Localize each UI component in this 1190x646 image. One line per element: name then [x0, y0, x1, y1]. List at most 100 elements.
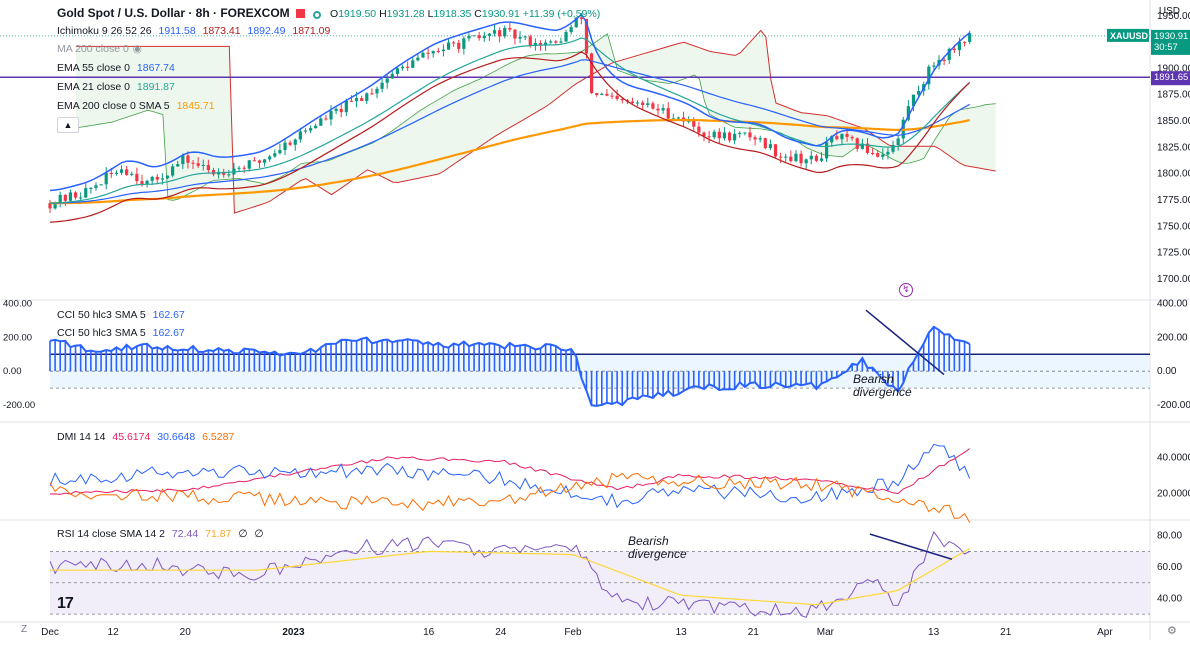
rsi-tick-label: 60.00 — [1157, 562, 1182, 573]
symbol-title[interactable]: Gold Spot / U.S. Dollar · 8h · FOREXCOM — [57, 6, 290, 20]
gear-icon[interactable]: ⚙ — [1167, 625, 1177, 637]
candle-body — [380, 82, 384, 89]
candle-body — [165, 175, 170, 179]
candle-body — [635, 102, 640, 104]
legend-ichimoku[interactable]: Ichimoku 9 26 52 26 1911.58 1873.41 1892… — [57, 25, 334, 38]
open-label: O — [330, 8, 339, 20]
candle-body — [589, 53, 594, 94]
rsi-divergence-line1: Bearish — [628, 534, 669, 548]
candle-body — [370, 93, 374, 95]
ichimoku-span-b — [76, 29, 996, 214]
cci-divergence-line — [865, 309, 945, 376]
candle-body — [441, 49, 446, 52]
candle-body — [549, 41, 553, 43]
ema55-line — [49, 59, 970, 204]
candle-body — [559, 41, 563, 43]
candle-body — [339, 108, 343, 113]
candle-body — [727, 132, 732, 141]
candle-body — [876, 153, 880, 157]
candle-body — [891, 144, 895, 152]
time-tick-label: 20 — [180, 627, 192, 638]
candle-body — [125, 169, 129, 175]
legend-cci-2[interactable]: CCI 50 hlc3 SMA 5 162.67 — [57, 327, 189, 340]
candle-body — [968, 33, 972, 42]
candle-body — [344, 100, 348, 113]
candle-body — [385, 78, 389, 83]
candle-body — [140, 181, 144, 185]
candle-body — [763, 138, 767, 149]
legend-cci-1-value: 162.67 — [152, 309, 185, 321]
candle-body — [743, 132, 747, 134]
candle-body — [421, 52, 425, 58]
candle-body — [201, 164, 205, 166]
cci-tick-label: 200.00 — [1157, 332, 1188, 343]
candle-body — [457, 42, 461, 49]
currency-selector[interactable]: USD — [1158, 6, 1180, 17]
price-tick-label: 1775.00 — [1157, 195, 1190, 206]
candle-body — [825, 142, 829, 159]
candle-body — [462, 38, 466, 49]
legend-ema200[interactable]: EMA 200 close 0 SMA 5 1845.71 — [57, 100, 219, 113]
candle-body — [79, 197, 83, 199]
cci-left-tick-label: -200.00 — [3, 400, 35, 411]
rsi-divergence-line — [869, 533, 953, 560]
candle-body — [247, 160, 251, 169]
legend-rsi-v4: ∅ — [254, 528, 264, 540]
legend-dmi[interactable]: DMI 14 14 45.6174 30.6648 6.5287 — [57, 431, 238, 444]
candle-body — [840, 133, 844, 140]
candle-body — [814, 155, 818, 161]
price-tick-label: 1825.00 — [1157, 142, 1190, 153]
dmi-tick-label: 40.0000 — [1157, 453, 1190, 464]
lightning-icon[interactable]: ↯ — [899, 283, 913, 297]
flag-icon[interactable] — [295, 9, 305, 18]
candle-body — [176, 164, 180, 167]
candle-body — [48, 203, 52, 209]
candle-body — [155, 176, 159, 180]
hline-price-badge-bg — [1151, 71, 1190, 86]
candle-body — [452, 42, 456, 44]
candle-body — [860, 143, 864, 149]
price-tick-label: 1900.00 — [1157, 63, 1190, 74]
legend-cci-2-value: 162.67 — [152, 327, 185, 339]
candle-body — [237, 167, 241, 169]
eye-hidden-icon[interactable]: ◉ — [132, 43, 142, 55]
candle-body — [477, 35, 481, 39]
legend-ema21[interactable]: EMA 21 close 0 1891.87 — [57, 81, 179, 94]
candle-body — [819, 158, 824, 161]
candle-body — [436, 50, 440, 52]
candle-body — [738, 132, 742, 134]
candle-body — [242, 167, 246, 169]
candle-body — [758, 138, 762, 140]
cci-divergence-line2: divergence — [853, 385, 912, 399]
legend-ichimoku-v1: 1911.58 — [158, 25, 196, 37]
candle-body — [942, 59, 946, 61]
legend-ema21-name: EMA 21 close 0 — [57, 81, 130, 93]
legend-ma200[interactable]: MA 200 close 0 ◉ — [57, 43, 146, 56]
candle-body — [503, 28, 507, 37]
candle-body — [513, 29, 517, 39]
candle-body — [492, 30, 497, 34]
time-tick-label: 2023 — [282, 627, 305, 638]
time-tick-label: 13 — [928, 627, 940, 638]
collapse-legend-button[interactable]: ▲ — [57, 117, 79, 133]
cci-tick-label: -200.00 — [1157, 400, 1190, 411]
candle-body — [472, 35, 476, 37]
candle-body — [278, 150, 282, 154]
legend-ichimoku-v4: 1871.09 — [292, 25, 331, 37]
candle-body — [584, 18, 589, 54]
legend-rsi[interactable]: RSI 14 close SMA 14 2 72.44 71.87 ∅ ∅ — [57, 528, 268, 541]
candle-body — [130, 173, 134, 175]
candle-body — [416, 57, 420, 61]
hline-price-badge: 1891.65 — [1154, 72, 1188, 83]
timezone-button[interactable]: Z — [21, 624, 28, 635]
legend-cci-1[interactable]: CCI 50 hlc3 SMA 5 162.67 — [57, 309, 189, 322]
candle-body — [68, 192, 73, 201]
candle-body — [712, 131, 716, 138]
candle-body — [952, 48, 956, 51]
candle-body — [886, 151, 890, 155]
candle-body — [911, 94, 916, 107]
cci-tick-label: 400.00 — [1157, 298, 1188, 309]
legend-ema55[interactable]: EMA 55 close 0 1867.74 — [57, 62, 179, 75]
price-tick-label: 1700.00 — [1157, 274, 1190, 285]
